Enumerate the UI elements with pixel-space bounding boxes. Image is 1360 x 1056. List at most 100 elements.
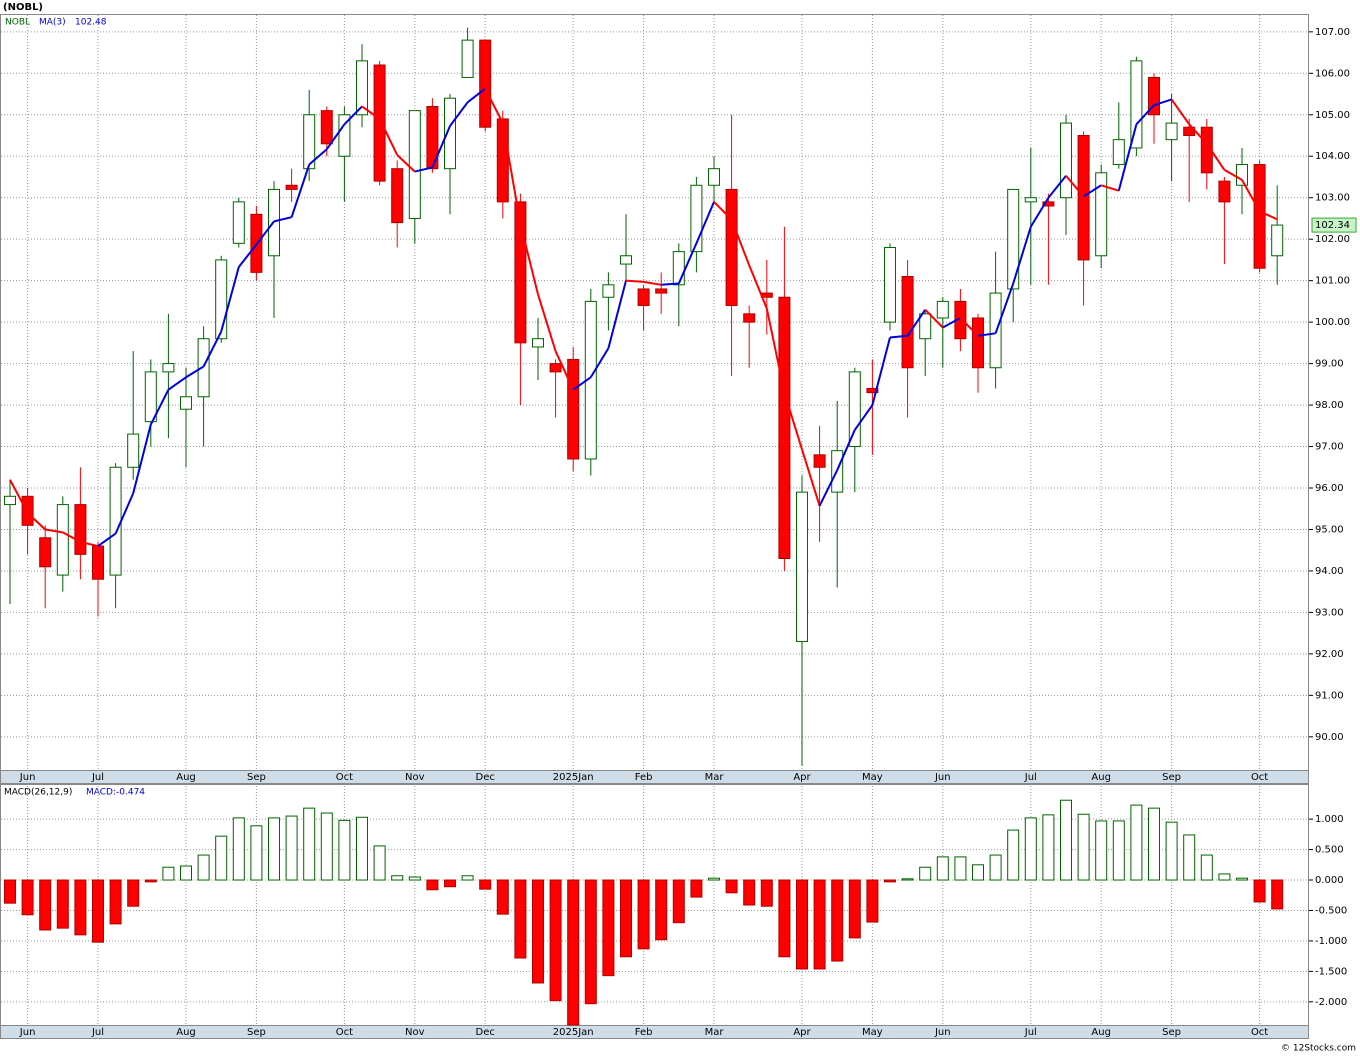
macd-bar [884, 879, 896, 883]
ma-segment [661, 282, 679, 286]
candle-body [532, 338, 544, 348]
ma-segment [1012, 226, 1032, 284]
ma-segment [290, 164, 311, 218]
ma-segment [994, 283, 1015, 334]
macd-bar [1165, 821, 1178, 881]
candle-body [180, 396, 192, 410]
candle-body [232, 201, 245, 244]
x-tick-label: Jul [1024, 772, 1037, 783]
macd-bar [162, 866, 175, 881]
macd-bar [514, 879, 527, 959]
macd-bar [637, 879, 650, 950]
candle-body [848, 371, 861, 448]
ma-segment [1029, 197, 1050, 228]
candle-body [1148, 76, 1160, 116]
ma-segment [607, 280, 627, 349]
macd-bar [708, 877, 720, 881]
candle-body [109, 466, 122, 576]
ma-segment [959, 317, 979, 337]
ma-segment [114, 492, 135, 535]
y-tick-label: -0.500 [1315, 905, 1347, 916]
ma-segment [765, 308, 786, 393]
x-tick-label: 2025Jan [553, 1027, 594, 1038]
candle-body [1236, 164, 1248, 186]
macd-bar [109, 879, 122, 925]
candle-body [479, 39, 492, 128]
candle-body [672, 251, 685, 286]
candle-body [408, 110, 421, 219]
candle-body [496, 118, 509, 203]
macd-bar [215, 835, 228, 881]
x-tick-label: Jun [19, 1027, 36, 1038]
ma-segment [677, 242, 698, 284]
candle-body [426, 105, 439, 170]
ma-segment [1241, 179, 1261, 212]
ma-segment [643, 280, 662, 286]
ma-segment [343, 105, 363, 126]
x-tick-label: Oct [336, 1027, 353, 1038]
ma-segment [1083, 184, 1102, 198]
y-tick-label: 107.00 [1315, 27, 1350, 38]
x-tick-label: Apr [793, 772, 811, 783]
macd-bar [92, 879, 104, 943]
ma-segment [185, 365, 205, 379]
candle-body [303, 114, 316, 170]
candle-body [391, 168, 404, 224]
macd-bar [672, 879, 685, 924]
macd-bar [180, 865, 192, 881]
y-tick-label: 90.00 [1315, 732, 1344, 743]
macd-bar [56, 879, 69, 929]
ma-segment [748, 264, 768, 309]
y-tick-label: 92.00 [1315, 649, 1344, 660]
macd-bar [549, 879, 562, 1002]
ma-segment [80, 540, 99, 548]
candle-body [602, 284, 615, 298]
macd-bar [655, 879, 668, 941]
candle-body [655, 288, 668, 294]
candle-body [919, 313, 932, 340]
candle-body [444, 97, 456, 170]
x-tick-label: Jun [19, 772, 36, 783]
x-tick-label: Sep [247, 1027, 266, 1038]
y-tick-label: 103.00 [1315, 193, 1350, 204]
x-tick-label: Aug [176, 1027, 196, 1038]
candle-body [197, 338, 210, 398]
candle-body [866, 387, 879, 394]
macd-bar [144, 879, 157, 883]
y-tick-label: -1.000 [1315, 936, 1347, 947]
macd-bar [285, 815, 298, 881]
macd-label: MACD:-0.474 [86, 788, 145, 798]
legend-ma-value: 102.48 [75, 18, 107, 28]
macd-bar [1060, 799, 1072, 881]
macd-bar [1271, 879, 1284, 910]
ma-segment [238, 243, 258, 268]
y-tick-label: 94.00 [1315, 566, 1344, 577]
x-tick-label: Aug [1091, 1027, 1111, 1038]
x-tick-label: Nov [405, 1027, 425, 1038]
x-tick-label: Jun [934, 1027, 951, 1038]
macd-bar [461, 875, 474, 881]
candle-body [1024, 197, 1037, 203]
y-tick-label: 105.00 [1315, 110, 1350, 121]
ma-segment [730, 219, 751, 266]
x-axis-strip [0, 770, 1309, 784]
ma-segment [26, 512, 46, 531]
candle-body [567, 358, 580, 460]
macd-bar [584, 879, 597, 1005]
ma-segment [484, 88, 504, 124]
macd-bar [426, 879, 439, 891]
y-tick-label: 99.00 [1315, 359, 1344, 370]
x-axis-strip [0, 1025, 1309, 1039]
macd-bar [232, 817, 245, 881]
macd-bar [602, 879, 615, 977]
macd-bar [936, 856, 949, 881]
candle-body [1165, 122, 1178, 141]
ma-segment [1153, 98, 1172, 107]
candle-body [690, 184, 703, 253]
y-tick-label: 104.00 [1315, 151, 1350, 162]
ma-segment [713, 201, 733, 221]
candle-body [373, 64, 386, 182]
x-tick-label: Sep [1162, 772, 1181, 783]
